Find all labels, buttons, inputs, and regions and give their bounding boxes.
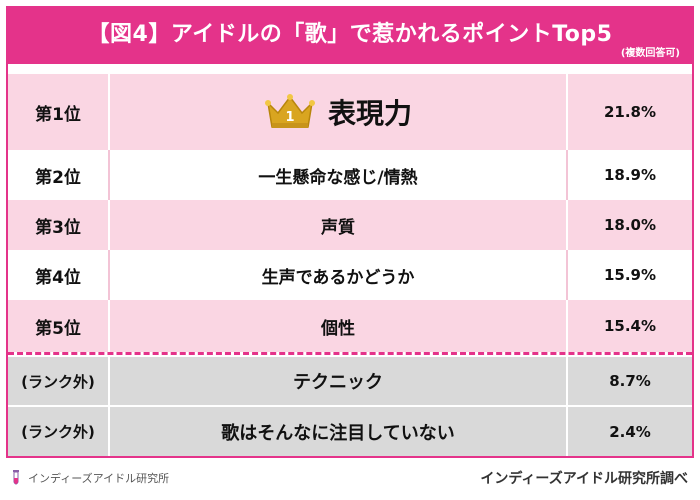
table-row: (ランク外) テクニック 8.7% (8, 357, 692, 405)
rank-label: 第5位 (8, 300, 110, 352)
table-row: 第4位 生声であるかどうか 15.9% (8, 250, 692, 300)
dashed-divider (8, 352, 692, 355)
footer-brand: インディーズアイドル研究所 (28, 472, 170, 485)
ranking-table: 第1位 1 表現力 21.8% 第2位 一生懸命な感じ/情熱 (6, 64, 694, 458)
item-label: 生声であるかどうか (110, 250, 568, 300)
item-label: 歌はそんなに注目していない (110, 407, 568, 456)
percentage-value: 21.8% (603, 103, 657, 121)
item-label: 表現力 (327, 97, 412, 130)
percentage-value: 15.9% (603, 266, 657, 284)
footer-credit: インディーズアイドル研究所調べ (480, 471, 688, 487)
table-row: (ランク外) 歌はそんなに注目していない 2.4% (8, 407, 692, 456)
crown-icon: 1 (264, 93, 316, 131)
table-row: 第5位 個性 15.4% (8, 300, 692, 352)
rank-label: 第2位 (8, 150, 110, 200)
header-banner: 【図4】アイドルの「歌」で惹かれるポイントTop5 (複数回答可) (6, 6, 694, 64)
rank-label: (ランク外) (8, 407, 110, 456)
page-title: 【図4】アイドルの「歌」で惹かれるポイントTop5 (87, 22, 613, 47)
rank-label: 第1位 (8, 74, 110, 150)
percentage-value: 18.9% (603, 166, 657, 184)
rank-label: 第4位 (8, 250, 110, 300)
percentage-value: 18.0% (603, 216, 657, 234)
item-label: 声質 (110, 200, 568, 250)
table-row: 第3位 声質 18.0% (8, 200, 692, 250)
multiple-answer-note: (複数回答可) (620, 48, 680, 59)
item-label: 個性 (110, 300, 568, 352)
table-row: 第1位 1 表現力 21.8% (8, 74, 692, 150)
crown-badge-number: 1 (285, 110, 294, 125)
item-cell: 1 表現力 (110, 74, 568, 150)
table-row: 第2位 一生懸命な感じ/情熱 18.9% (8, 150, 692, 200)
percentage-value: 8.7% (609, 372, 651, 390)
test-tube-icon (10, 470, 22, 486)
rank-label: (ランク外) (8, 357, 110, 405)
item-label: テクニック (110, 357, 568, 405)
percentage-value: 15.4% (603, 317, 657, 335)
item-label: 一生懸命な感じ/情熱 (110, 150, 568, 200)
rank-label: 第3位 (8, 200, 110, 250)
footer-logo: インディーズアイドル研究所 (10, 470, 169, 486)
percentage-value: 2.4% (609, 422, 651, 441)
